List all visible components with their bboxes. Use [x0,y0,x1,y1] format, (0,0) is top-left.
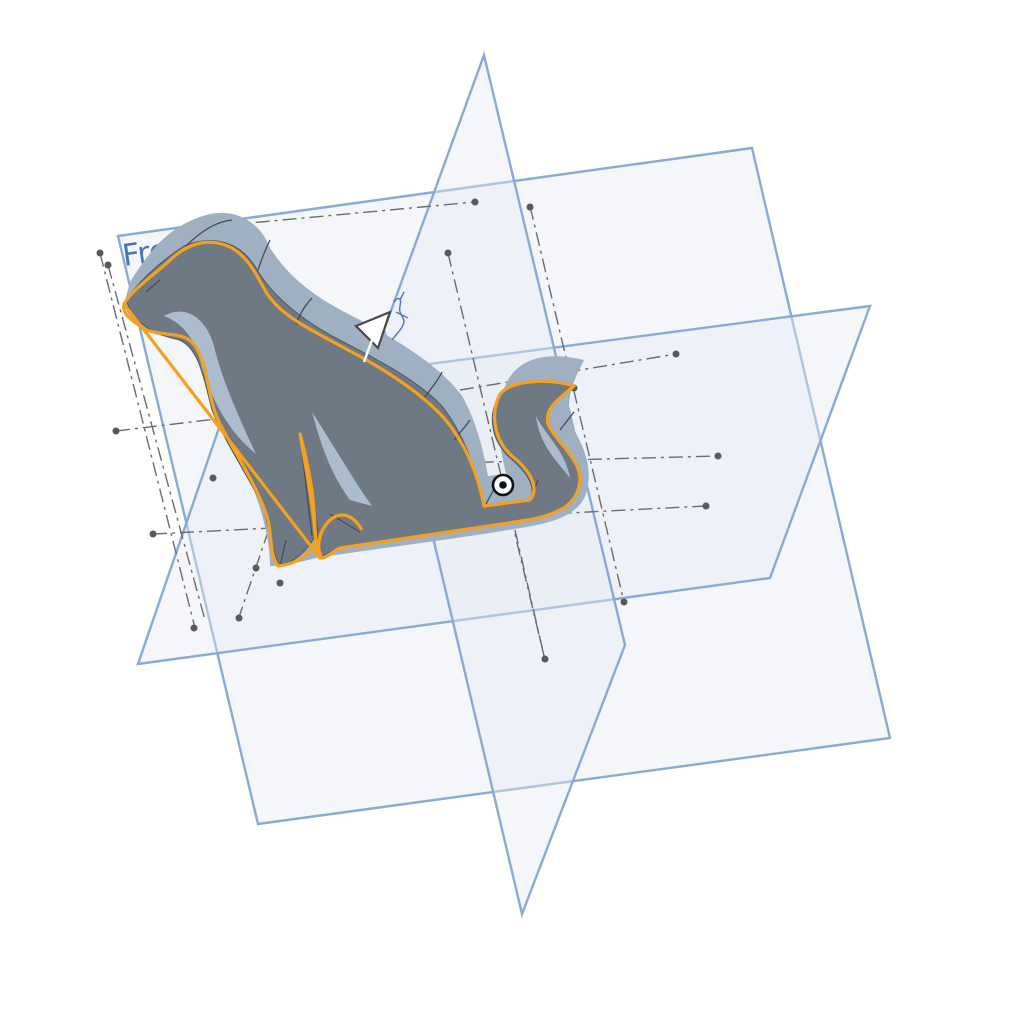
dog-extrude-part[interactable] [122,212,589,568]
selected-sketch-outline[interactable] [122,240,582,568]
constraint-glyph-icon[interactable] [391,291,409,341]
triangle-icon[interactable] [354,310,392,363]
model-edges [145,219,575,567]
origin-icon[interactable] [491,473,515,497]
